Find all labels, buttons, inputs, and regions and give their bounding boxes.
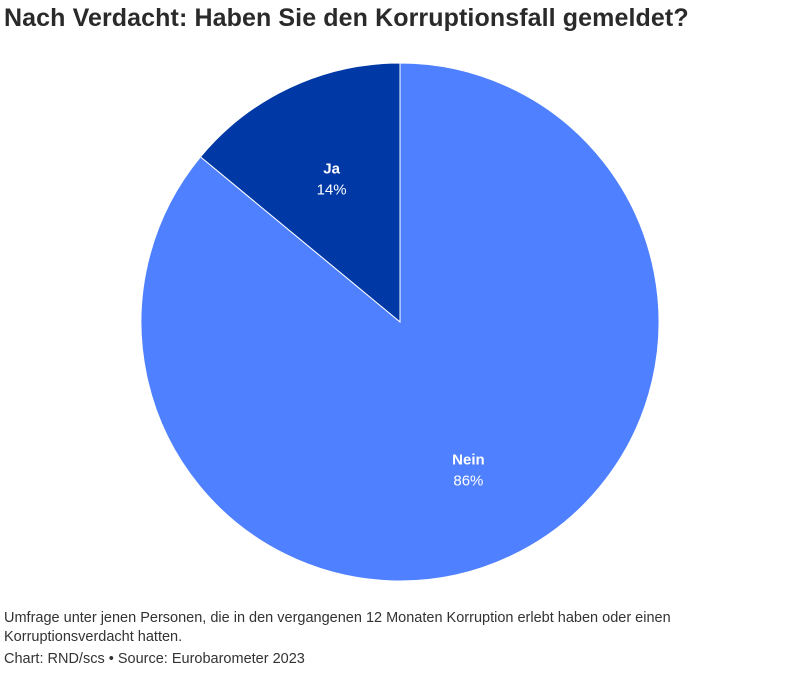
chart-footer: Umfrage unter jenen Personen, die in den… — [4, 609, 796, 669]
pie-chart: Ja 14% Nein 86% — [0, 50, 800, 595]
slice-label-nein: Nein — [452, 451, 485, 468]
survey-note: Umfrage unter jenen Personen, die in den… — [4, 610, 671, 645]
slice-value-ja: 14% — [317, 182, 347, 199]
source-credit: Chart: RND/scs • Source: Eurobarometer 2… — [4, 651, 305, 667]
pie-slice-nein — [140, 62, 660, 582]
pie-chart-svg: Ja 14% Nein 86% — [140, 62, 660, 582]
pie-slice-ja — [199, 62, 401, 324]
slice-value-nein: 86% — [453, 472, 483, 489]
slice-label-ja: Ja — [323, 161, 340, 178]
chart-title: Nach Verdacht: Haben Sie den Korruptions… — [4, 4, 689, 32]
